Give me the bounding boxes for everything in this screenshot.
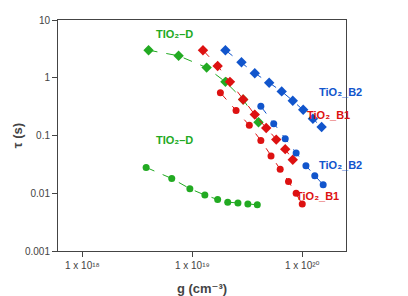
svg-text:TiO₂_B1: TiO₂_B1 <box>307 109 350 121</box>
svg-text:g (cm⁻³): g (cm⁻³) <box>177 281 227 296</box>
svg-text:10: 10 <box>39 15 51 26</box>
svg-text:TIO₂–D: TIO₂–D <box>156 134 193 146</box>
svg-text:1 x 10¹⁸: 1 x 10¹⁸ <box>65 260 100 271</box>
svg-text:TiO₂_B2: TiO₂_B2 <box>319 86 362 98</box>
svg-text:TIO₂–D: TIO₂–D <box>156 28 193 40</box>
svg-text:0.1: 0.1 <box>36 130 50 141</box>
svg-text:1: 1 <box>44 72 50 83</box>
svg-text:1 x 10¹⁹: 1 x 10¹⁹ <box>175 260 210 271</box>
svg-text:τ (s): τ (s) <box>10 123 25 148</box>
svg-text:1 x 10²⁰: 1 x 10²⁰ <box>285 260 320 271</box>
svg-text:TiO₂_B2: TiO₂_B2 <box>319 159 362 171</box>
svg-text:TiO₂_B1: TiO₂_B1 <box>296 190 339 202</box>
svg-text:0.01: 0.01 <box>31 188 51 199</box>
svg-text:0.001: 0.001 <box>25 246 50 257</box>
